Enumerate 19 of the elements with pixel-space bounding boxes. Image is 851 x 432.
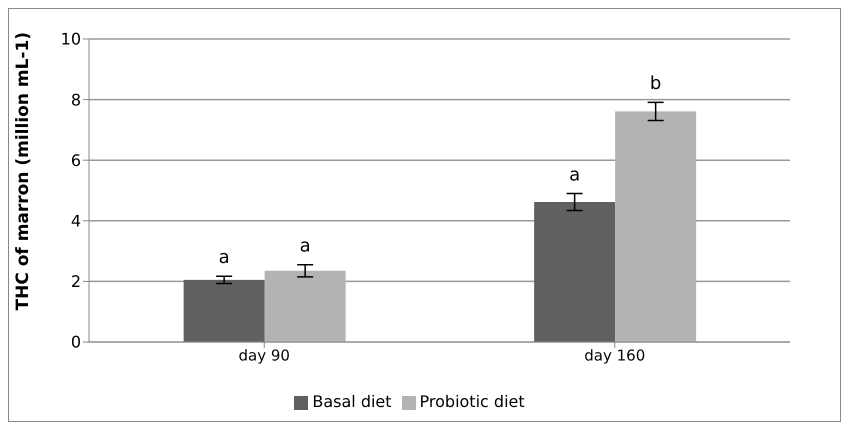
bar bbox=[264, 270, 346, 342]
bar bbox=[534, 202, 616, 342]
y-tick-label: 8 bbox=[70, 90, 81, 110]
y-tick-label: 0 bbox=[70, 332, 81, 352]
legend-label: Probiotic diet bbox=[420, 392, 525, 411]
annotation: a bbox=[300, 236, 311, 257]
y-axis-title: THC of marron (million mL-1) bbox=[13, 32, 34, 310]
y-tick-label: 6 bbox=[70, 150, 81, 170]
x-tick-label: day 90 bbox=[238, 346, 290, 365]
annotation: b bbox=[650, 73, 662, 94]
annotation: a bbox=[218, 247, 230, 268]
annotation: a bbox=[569, 164, 580, 186]
bar bbox=[184, 280, 265, 342]
x-tick-label: day 160 bbox=[584, 346, 646, 365]
y-tick-label: 4 bbox=[70, 211, 81, 230]
y-tick-label: 2 bbox=[70, 272, 81, 292]
legend-label: Basal diet bbox=[312, 392, 392, 411]
bar bbox=[615, 111, 696, 342]
y-tick-label: 10 bbox=[60, 30, 81, 49]
